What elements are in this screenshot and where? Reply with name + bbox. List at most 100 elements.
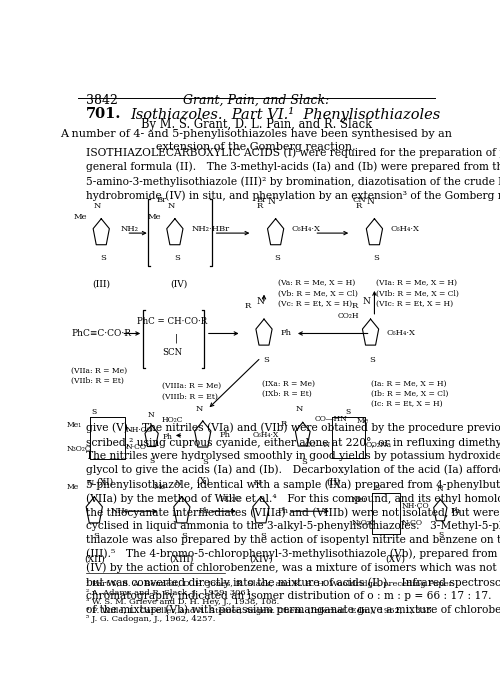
Text: PhC≡C·CO·R: PhC≡C·CO·R <box>71 329 131 338</box>
Text: N: N <box>254 479 260 487</box>
Text: S: S <box>174 254 180 262</box>
Text: N: N <box>366 197 374 206</box>
Text: (VIIIa: R = Me)
(VIIIb: R = Et): (VIIIa: R = Me) (VIIIb: R = Et) <box>162 382 222 401</box>
Text: Ph: Ph <box>451 507 461 515</box>
Text: S: S <box>150 456 155 464</box>
Text: Ph: Ph <box>277 507 288 515</box>
Text: S: S <box>374 254 380 262</box>
Text: N: N <box>195 405 202 414</box>
Text: ⁴ F. Wille, L. Capeller, and A. Steiner, Angew. Chem. (Internat. Edn.), 1962, 1,: ⁴ F. Wille, L. Capeller, and A. Steiner,… <box>86 606 434 614</box>
Text: Me: Me <box>74 213 88 221</box>
Text: C₆H₄·X: C₆H₄·X <box>252 431 278 439</box>
Text: OC―N: OC―N <box>305 441 331 449</box>
Text: Ph: Ph <box>219 431 230 439</box>
Text: (XI): (XI) <box>96 478 114 487</box>
Text: Me: Me <box>66 483 79 491</box>
Text: N: N <box>295 405 302 414</box>
Text: C₆H₄·X: C₆H₄·X <box>390 225 420 233</box>
Text: CO₂H: CO₂H <box>338 312 359 320</box>
Text: S: S <box>346 409 351 416</box>
Text: Me₁: Me₁ <box>351 496 366 504</box>
Text: Br: Br <box>156 196 166 204</box>
Text: S: S <box>263 356 269 364</box>
Text: Me: Me <box>154 483 166 491</box>
Text: SCN: SCN <box>162 348 182 356</box>
Text: N: N <box>86 479 94 487</box>
Text: NH·CO: NH·CO <box>126 426 153 434</box>
Text: (Va: R = Me, X = H)
(Vb: R = Me, X = Cl)
(Vc: R = Et, X = H): (Va: R = Me, X = H) (Vb: R = Me, X = Cl)… <box>278 279 357 308</box>
Text: C₆H₄·X: C₆H₄·X <box>387 329 416 337</box>
Text: C₆H₄·X: C₆H₄·X <box>292 225 321 233</box>
Text: A number of 4- and 5-phenylisothiazoles have been synthesised by an
extension of: A number of 4- and 5-phenylisothiazoles … <box>60 128 452 152</box>
Text: CN: CN <box>352 196 366 204</box>
Text: HO₂C: HO₂C <box>219 495 241 502</box>
Text: N₃O₂C: N₃O₂C <box>351 519 376 528</box>
Text: NH₂: NH₂ <box>120 225 138 233</box>
Text: HO₂C: HO₂C <box>161 416 182 424</box>
Text: S: S <box>92 409 97 416</box>
Text: PhC = CH·CO·R: PhC = CH·CO·R <box>137 318 208 327</box>
Text: Me₁: Me₁ <box>66 421 82 429</box>
Text: ² A. Adams and R. Slack, J., 1959, 3061.: ² A. Adams and R. Slack, J., 1959, 3061. <box>86 589 254 597</box>
Text: ³ W. S. M. Grieve and D. H. Hey, J., 1938, 108.: ³ W. S. M. Grieve and D. H. Hey, J., 193… <box>86 598 279 606</box>
Text: NH₂: NH₂ <box>110 507 128 515</box>
Text: Isothiazoles.  Part VI.¹  Phenylisothiazoles: Isothiazoles. Part VI.¹ Phenylisothiazol… <box>130 107 440 122</box>
Text: N: N <box>268 197 276 206</box>
Text: (IXa: R = Me)
(IXb: R = Et): (IXa: R = Me) (IXb: R = Et) <box>262 380 315 398</box>
Text: (VIIa: R = Me)
(VIIb: R = Et): (VIIa: R = Me) (VIIb: R = Et) <box>71 367 127 385</box>
Text: S: S <box>370 356 376 364</box>
Text: S: S <box>439 531 444 539</box>
Text: S: S <box>374 484 380 492</box>
Text: CO―HN: CO―HN <box>314 415 347 423</box>
Text: N: N <box>363 297 370 306</box>
Text: Grant, Pain, and Slack:: Grant, Pain, and Slack: <box>183 94 330 107</box>
Text: R: R <box>281 420 287 428</box>
Text: S: S <box>100 254 106 262</box>
Text: R: R <box>351 302 358 310</box>
Text: Br: Br <box>257 196 267 204</box>
Text: ⁵ J. G. Cadogan, J., 1962, 4257.: ⁵ J. G. Cadogan, J., 1962, 4257. <box>86 615 215 623</box>
Text: NH·CO: NH·CO <box>401 502 429 510</box>
Text: N: N <box>94 202 101 210</box>
Text: N·CO: N·CO <box>126 443 146 452</box>
Text: S: S <box>302 458 308 466</box>
Text: (X): (X) <box>196 476 209 485</box>
Text: (XIV): (XIV) <box>249 555 272 564</box>
Text: N: N <box>148 411 154 418</box>
Text: By M. S. Grant, D. L. Pain, and R. Slack: By M. S. Grant, D. L. Pain, and R. Slack <box>140 118 372 131</box>
Text: (IV): (IV) <box>170 279 188 288</box>
Text: Ph: Ph <box>162 433 172 441</box>
Text: S: S <box>274 254 280 262</box>
Text: S: S <box>181 532 186 540</box>
Text: S: S <box>94 532 99 540</box>
Text: (XIII): (XIII) <box>170 555 194 564</box>
Text: |: | <box>174 334 178 344</box>
Text: N: N <box>174 479 182 487</box>
Text: N: N <box>256 297 264 306</box>
Text: (II): (II) <box>326 478 341 487</box>
Text: (III): (III) <box>92 279 110 288</box>
Text: Ph: Ph <box>280 329 291 337</box>
Text: S: S <box>202 458 207 466</box>
Text: Ph: Ph <box>198 507 209 515</box>
Text: N: N <box>168 202 174 210</box>
Text: ISOTHIAZOLECARBOXYLIC ACIDS (I) were required for the preparation of penicillins: ISOTHIAZOLECARBOXYLIC ACIDS (I) were req… <box>86 147 500 201</box>
Text: N₃O₂C: N₃O₂C <box>66 445 91 453</box>
Text: S: S <box>260 532 266 540</box>
Text: R: R <box>244 302 251 310</box>
Text: N: N <box>436 485 443 493</box>
Text: (XV): (XV) <box>386 555 406 564</box>
Text: NH₂·HBr: NH₂·HBr <box>191 225 230 233</box>
Text: (VIa: R = Me, X = H)
(VIb: R = Me, X = Cl)
(VIc: R = Et, X = H): (VIa: R = Me, X = H) (VIb: R = Me, X = C… <box>376 279 459 308</box>
Text: (XII): (XII) <box>84 555 104 564</box>
Text: CO₂Na: CO₂Na <box>366 441 392 449</box>
Text: R: R <box>355 202 362 210</box>
Text: Me: Me <box>148 213 161 221</box>
Text: Me: Me <box>357 418 369 425</box>
Text: R: R <box>256 202 262 210</box>
Text: N·CO: N·CO <box>401 519 422 528</box>
Text: 3842: 3842 <box>86 94 118 107</box>
Text: give (V). The nitriles (VIa) and (VIb) were obtained by the procedure previously: give (V). The nitriles (VIa) and (VIb) w… <box>86 422 500 615</box>
Text: (Ia: R = Me, X = H)
(Ib: R = Me, X = Cl)
(Ic: R = Et, X = H): (Ia: R = Me, X = H) (Ib: R = Me, X = Cl)… <box>370 380 448 408</box>
Text: ¹ Part V, B. A. Bennett, D. H. Jones, R. Slack, and K. R. H. Wooldridge, precedi: ¹ Part V, B. A. Bennett, D. H. Jones, R.… <box>86 581 454 588</box>
